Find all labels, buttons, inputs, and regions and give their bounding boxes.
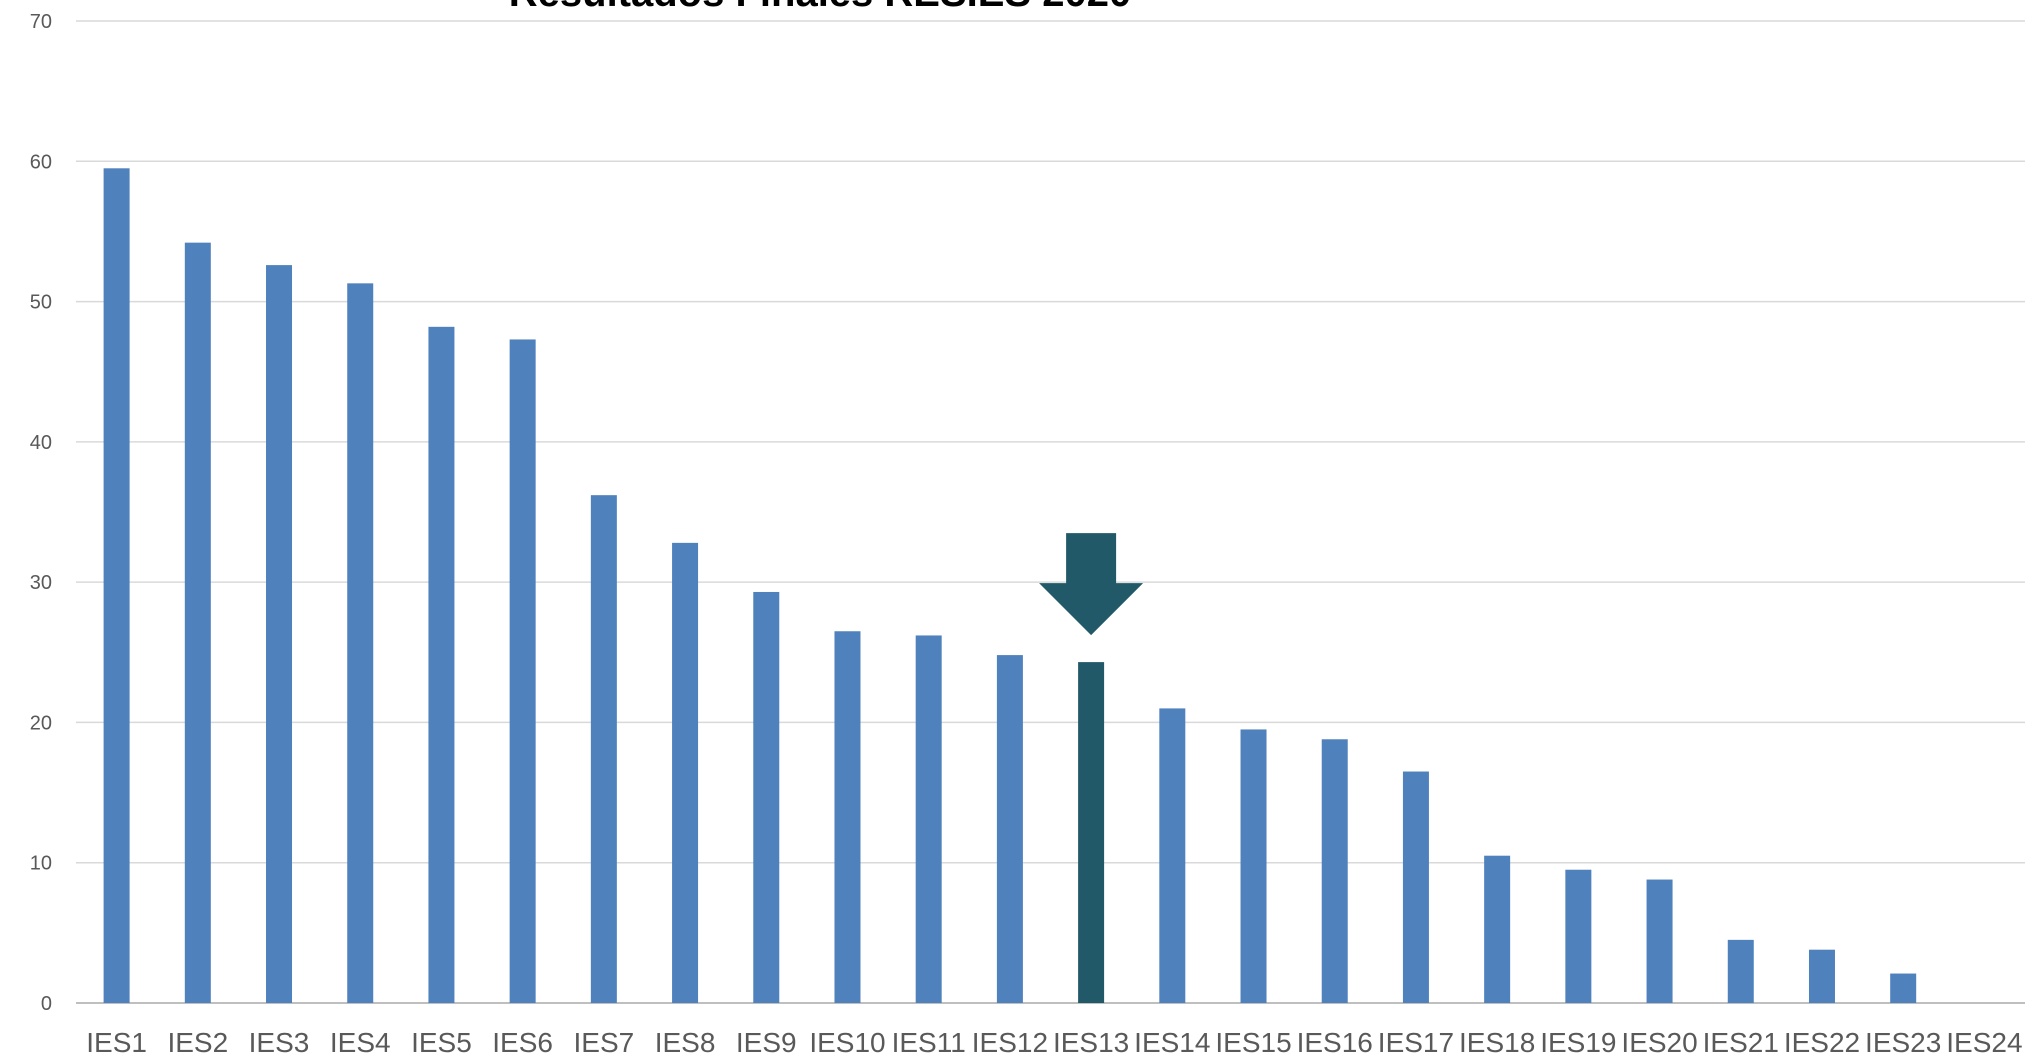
bar-ies4	[347, 283, 374, 1003]
bar-ies17	[1402, 771, 1429, 1003]
y-tick-label: 60	[30, 151, 52, 173]
x-tick-label: IES1	[86, 1027, 147, 1058]
chart-title: Resultados Finales RESIES 2020	[509, 0, 1131, 15]
x-tick-label: IES2	[167, 1027, 228, 1058]
bar-ies16	[1321, 739, 1348, 1003]
x-tick-label: IES10	[809, 1027, 885, 1058]
highlight-arrow-icon	[1039, 533, 1144, 636]
bar-ies12	[996, 655, 1023, 1003]
bar-ies15	[1240, 729, 1267, 1003]
bar-ies22	[1808, 949, 1835, 1003]
bar-ies14	[1159, 708, 1186, 1003]
x-tick-label: IES12	[972, 1027, 1048, 1058]
x-tick-label: IES6	[492, 1027, 553, 1058]
y-tick-label: 50	[30, 292, 52, 314]
y-tick-label: 10	[30, 853, 52, 875]
bar-ies11	[915, 635, 942, 1003]
bar-ies2	[184, 242, 211, 1003]
x-tick-label: IES4	[330, 1027, 391, 1058]
bars	[103, 168, 1917, 1004]
bar-ies20	[1646, 879, 1673, 1003]
x-tick-label: IES20	[1621, 1027, 1697, 1058]
bar-ies18	[1484, 855, 1511, 1003]
x-tick-label: IES15	[1215, 1027, 1291, 1058]
y-tick-label: 70	[30, 11, 52, 33]
bar-ies7	[590, 495, 617, 1003]
y-tick-label: 40	[30, 432, 52, 454]
bar-ies23	[1890, 973, 1917, 1003]
x-tick-label: IES14	[1134, 1027, 1210, 1058]
x-tick-label: IES23	[1865, 1027, 1941, 1058]
bar-ies21	[1727, 939, 1754, 1003]
bar-ies6	[509, 339, 536, 1003]
x-tick-label: IES17	[1378, 1027, 1454, 1058]
bar-ies13	[1078, 662, 1105, 1003]
x-tick-label: IES8	[655, 1027, 716, 1058]
bar-ies10	[834, 631, 861, 1003]
bar-ies9	[753, 591, 780, 1003]
x-tick-label: IES13	[1053, 1027, 1129, 1058]
x-tick-label: IES19	[1540, 1027, 1616, 1058]
bar-ies19	[1565, 869, 1592, 1003]
x-tick-label: IES21	[1703, 1027, 1779, 1058]
x-tick-label: IES7	[574, 1027, 635, 1058]
x-tick-label: IES9	[736, 1027, 797, 1058]
x-tick-label: IES16	[1297, 1027, 1373, 1058]
y-tick-label: 0	[41, 993, 52, 1015]
y-tick-label: 30	[30, 572, 52, 594]
bar-ies5	[428, 326, 455, 1003]
bar-ies1	[103, 168, 130, 1004]
y-tick-label: 20	[30, 712, 52, 734]
gridlines	[76, 20, 2025, 1004]
x-tick-label: IES18	[1459, 1027, 1535, 1058]
x-axis-category-labels: IES1 IES2 IES3 IES4 IES5 IES6 IES7 IES8 IES9 IES1…	[86, 1027, 2022, 1058]
x-tick-label: IES22	[1784, 1027, 1860, 1058]
y-axis-tick-labels: 0 10 20 30 40 50 60 70	[30, 11, 52, 1015]
x-tick-label: IES5	[411, 1027, 472, 1058]
x-tick-label: IES3	[249, 1027, 310, 1058]
x-tick-label: IES24	[1946, 1027, 2022, 1058]
x-tick-label: IES11	[892, 1027, 966, 1058]
bar-ies3	[266, 265, 293, 1003]
bar-ies8	[672, 542, 699, 1003]
